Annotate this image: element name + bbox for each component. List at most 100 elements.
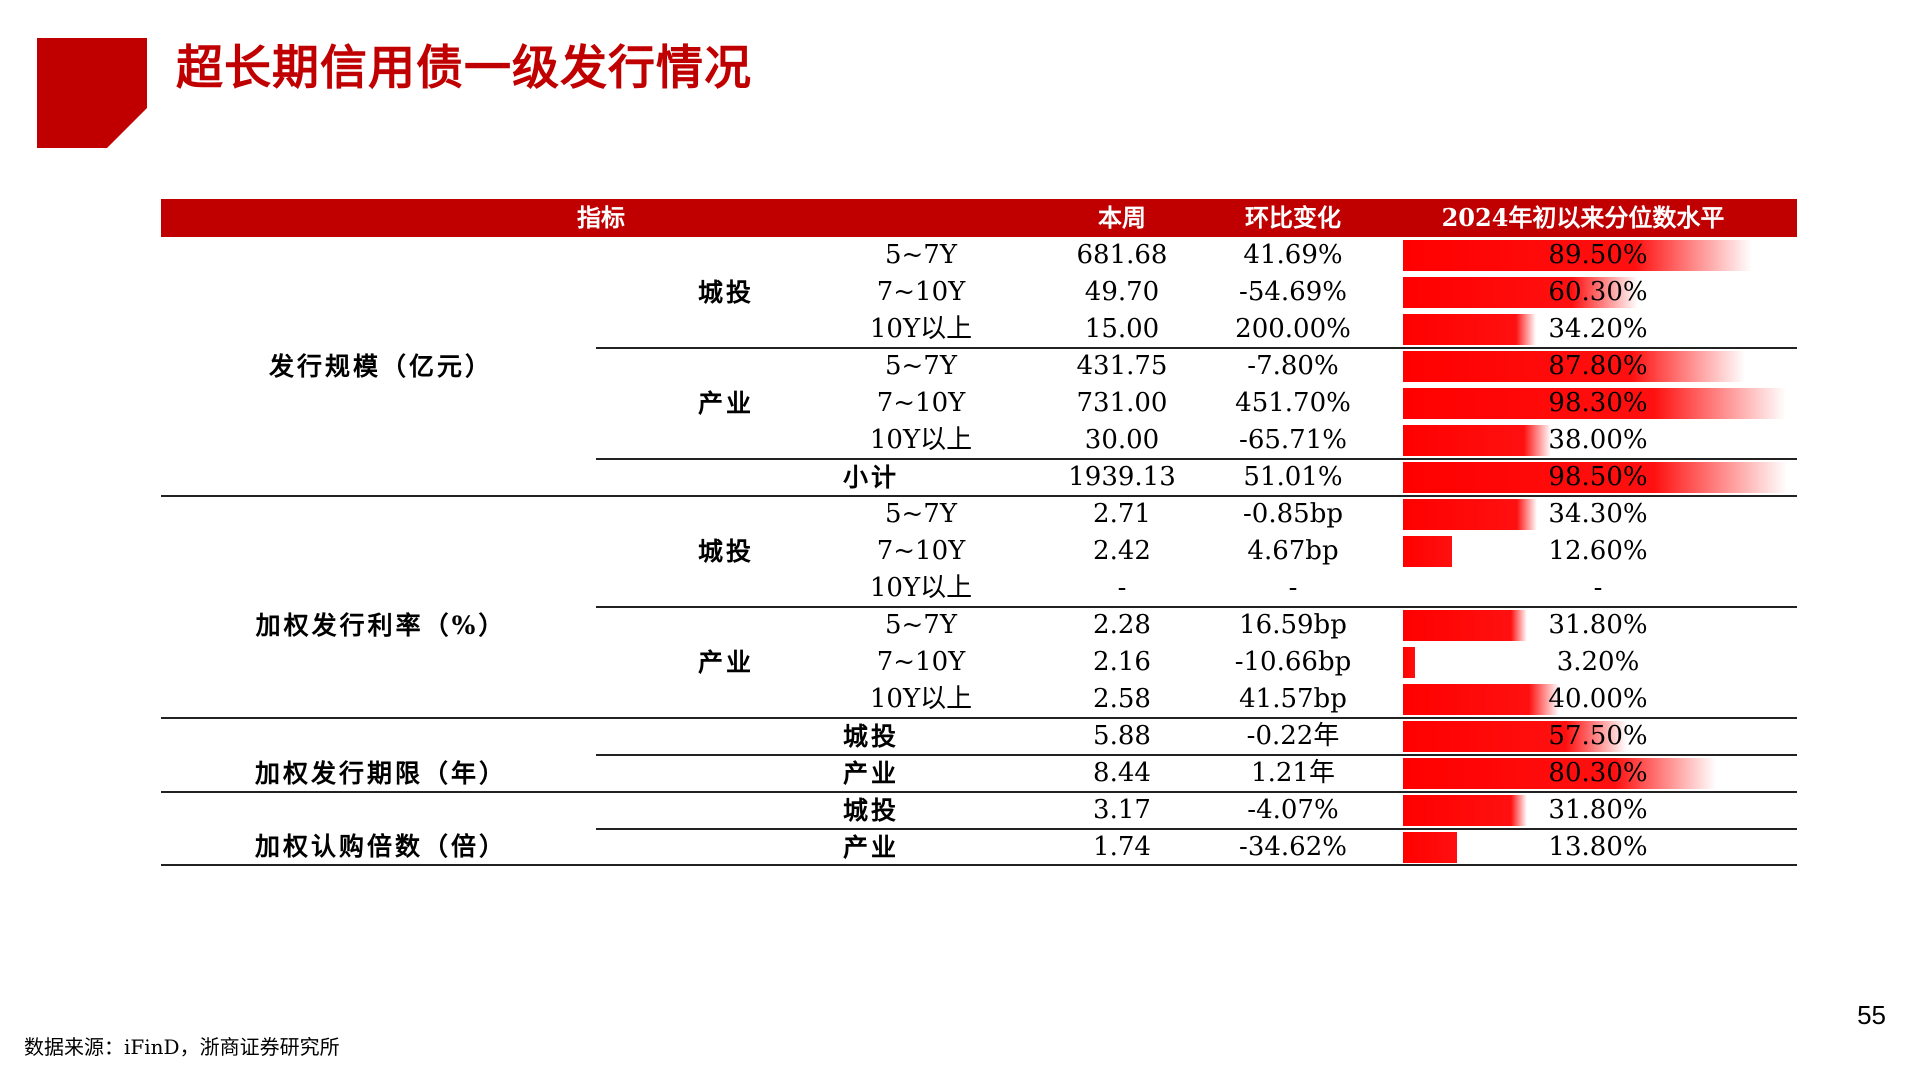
rule — [596, 754, 1797, 756]
percentile-bar — [1403, 314, 1536, 345]
cell-term: 城投 — [842, 722, 899, 751]
cell-week: 1939.13 — [1068, 462, 1176, 492]
cell-week: 431.75 — [1076, 351, 1168, 381]
rule — [161, 791, 1797, 793]
cell-term: 5~7Y — [884, 499, 958, 529]
percentile-bar — [1403, 684, 1559, 715]
subgroup-label-chanye: 产业 — [697, 389, 754, 418]
cell-change: 51.01% — [1243, 462, 1343, 492]
cell-term: 7~10Y — [876, 536, 966, 566]
group-label-subscription: 加权认购倍数（倍） — [254, 832, 507, 861]
cell-change: 41.57bp — [1239, 684, 1347, 714]
cell-week: 731.00 — [1076, 388, 1168, 418]
cell-term: 5~7Y — [884, 240, 958, 270]
cell-week: 681.68 — [1076, 240, 1168, 270]
table-row: 5~7Y 431.75 -7.80% 87.80% — [161, 348, 1797, 385]
rule — [161, 864, 1797, 866]
subgroup-label-chengtou: 城投 — [697, 537, 754, 566]
cell-change: -7.80% — [1247, 351, 1339, 381]
cell-change: 200.00% — [1235, 314, 1351, 344]
cell-term: 10Y以上 — [869, 573, 973, 603]
percentile-bar — [1403, 721, 1627, 752]
cell-percentile: 3.20% — [1556, 647, 1640, 677]
cell-week: 2.42 — [1093, 536, 1151, 566]
table-row: 5~7Y 681.68 41.69% 89.50% — [161, 237, 1797, 274]
cell-term: 7~10Y — [876, 647, 966, 677]
table-row: 7~10Y 49.70 -54.69% 60.30% — [161, 274, 1797, 311]
cell-change: -54.69% — [1239, 277, 1347, 307]
percentile-bar — [1403, 499, 1537, 530]
table-row: 7~10Y 2.42 4.67bp 12.60% — [161, 533, 1797, 570]
percentile-bar — [1403, 425, 1551, 456]
cell-percentile: 89.50% — [1548, 240, 1648, 270]
cell-percentile: 34.20% — [1548, 314, 1648, 344]
cell-percentile: 34.30% — [1548, 499, 1648, 529]
cell-change: -0.22年 — [1246, 721, 1340, 751]
cell-term: 7~10Y — [876, 277, 966, 307]
table-row: 10Y以上 15.00 200.00% 34.20% — [161, 311, 1797, 348]
table-row: 5~7Y 2.71 -0.85bp 34.30% — [161, 496, 1797, 533]
cell-percentile: 31.80% — [1548, 795, 1648, 825]
cell-term: 7~10Y — [876, 388, 966, 418]
cell-change: -65.71% — [1239, 425, 1347, 455]
percentile-bar — [1403, 795, 1527, 826]
header-indicator: 指标 — [577, 203, 625, 232]
cell-change: 16.59bp — [1239, 610, 1347, 640]
header-change: 环比变化 — [1245, 203, 1341, 232]
table-row: 小计 1939.13 51.01% 98.50% — [161, 459, 1797, 496]
table-row: 城投 3.17 -4.07% 31.80% — [161, 792, 1797, 829]
cell-term: 产业 — [842, 759, 899, 788]
cell-change: -0.85bp — [1243, 499, 1343, 529]
cell-term: 10Y以上 — [869, 425, 973, 455]
page-number: 55 — [1857, 1000, 1886, 1030]
table-header: 指标 本周 环比变化 2024年初以来分位数水平 — [161, 199, 1797, 237]
cell-percentile: 13.80% — [1548, 832, 1648, 862]
cell-percentile: 98.50% — [1548, 462, 1648, 492]
cell-week: 2.16 — [1093, 647, 1151, 677]
cell-percentile: 31.80% — [1548, 610, 1648, 640]
cell-change: 41.69% — [1243, 240, 1343, 270]
cell-week: 30.00 — [1084, 425, 1160, 455]
cell-percentile: 12.60% — [1548, 536, 1648, 566]
rule — [596, 458, 1797, 460]
cell-percentile: 98.30% — [1548, 388, 1648, 418]
cell-percentile: 60.30% — [1548, 277, 1648, 307]
source-note: 数据来源：iFinD，浙商证券研究所 — [24, 1035, 340, 1059]
rule — [596, 828, 1797, 830]
cell-change: -4.07% — [1247, 795, 1339, 825]
cell-week: 15.00 — [1084, 314, 1160, 344]
subgroup-label-chengtou: 城投 — [697, 278, 754, 307]
table-body: 发行规模（亿元） 加权发行利率（%） 加权发行期限（年） 加权认购倍数（倍） 城… — [161, 237, 1797, 866]
cell-percentile: - — [1593, 573, 1603, 603]
percentile-bar — [1403, 647, 1415, 678]
cell-week: - — [1117, 573, 1127, 603]
cell-change: 4.67bp — [1247, 536, 1339, 566]
cell-term: 5~7Y — [884, 610, 958, 640]
percentile-bar — [1403, 832, 1457, 863]
percentile-bar — [1403, 351, 1745, 382]
table-row: 7~10Y 2.16 -10.66bp 3.20% — [161, 644, 1797, 681]
cell-term: 城投 — [842, 796, 899, 825]
cell-term: 5~7Y — [884, 351, 958, 381]
cell-week: 3.17 — [1093, 795, 1151, 825]
cell-week: 2.71 — [1093, 499, 1151, 529]
cell-percentile: 57.50% — [1548, 721, 1648, 751]
cell-week: 2.28 — [1093, 610, 1151, 640]
percentile-bar — [1403, 610, 1527, 641]
page-title: 超长期信用债一级发行情况 — [176, 41, 752, 96]
cell-term: 10Y以上 — [869, 314, 973, 344]
rule — [161, 495, 1797, 497]
table-row: 7~10Y 731.00 451.70% 98.30% — [161, 385, 1797, 422]
cell-term: 10Y以上 — [869, 684, 973, 714]
percentile-bar — [1403, 758, 1716, 789]
cell-percentile: 87.80% — [1548, 351, 1648, 381]
subgroup-label-chanye: 产业 — [697, 648, 754, 677]
table-row: 产业 8.44 1.21年 80.30% — [161, 755, 1797, 792]
cell-week: 49.70 — [1084, 277, 1160, 307]
table-row: 10Y以上 30.00 -65.71% 38.00% — [161, 422, 1797, 459]
header-percentile: 2024年初以来分位数水平 — [1441, 203, 1725, 232]
cell-change: -34.62% — [1239, 832, 1347, 862]
cell-week: 1.74 — [1093, 832, 1151, 862]
cell-percentile: 40.00% — [1548, 684, 1648, 714]
percentile-bar — [1403, 240, 1752, 271]
